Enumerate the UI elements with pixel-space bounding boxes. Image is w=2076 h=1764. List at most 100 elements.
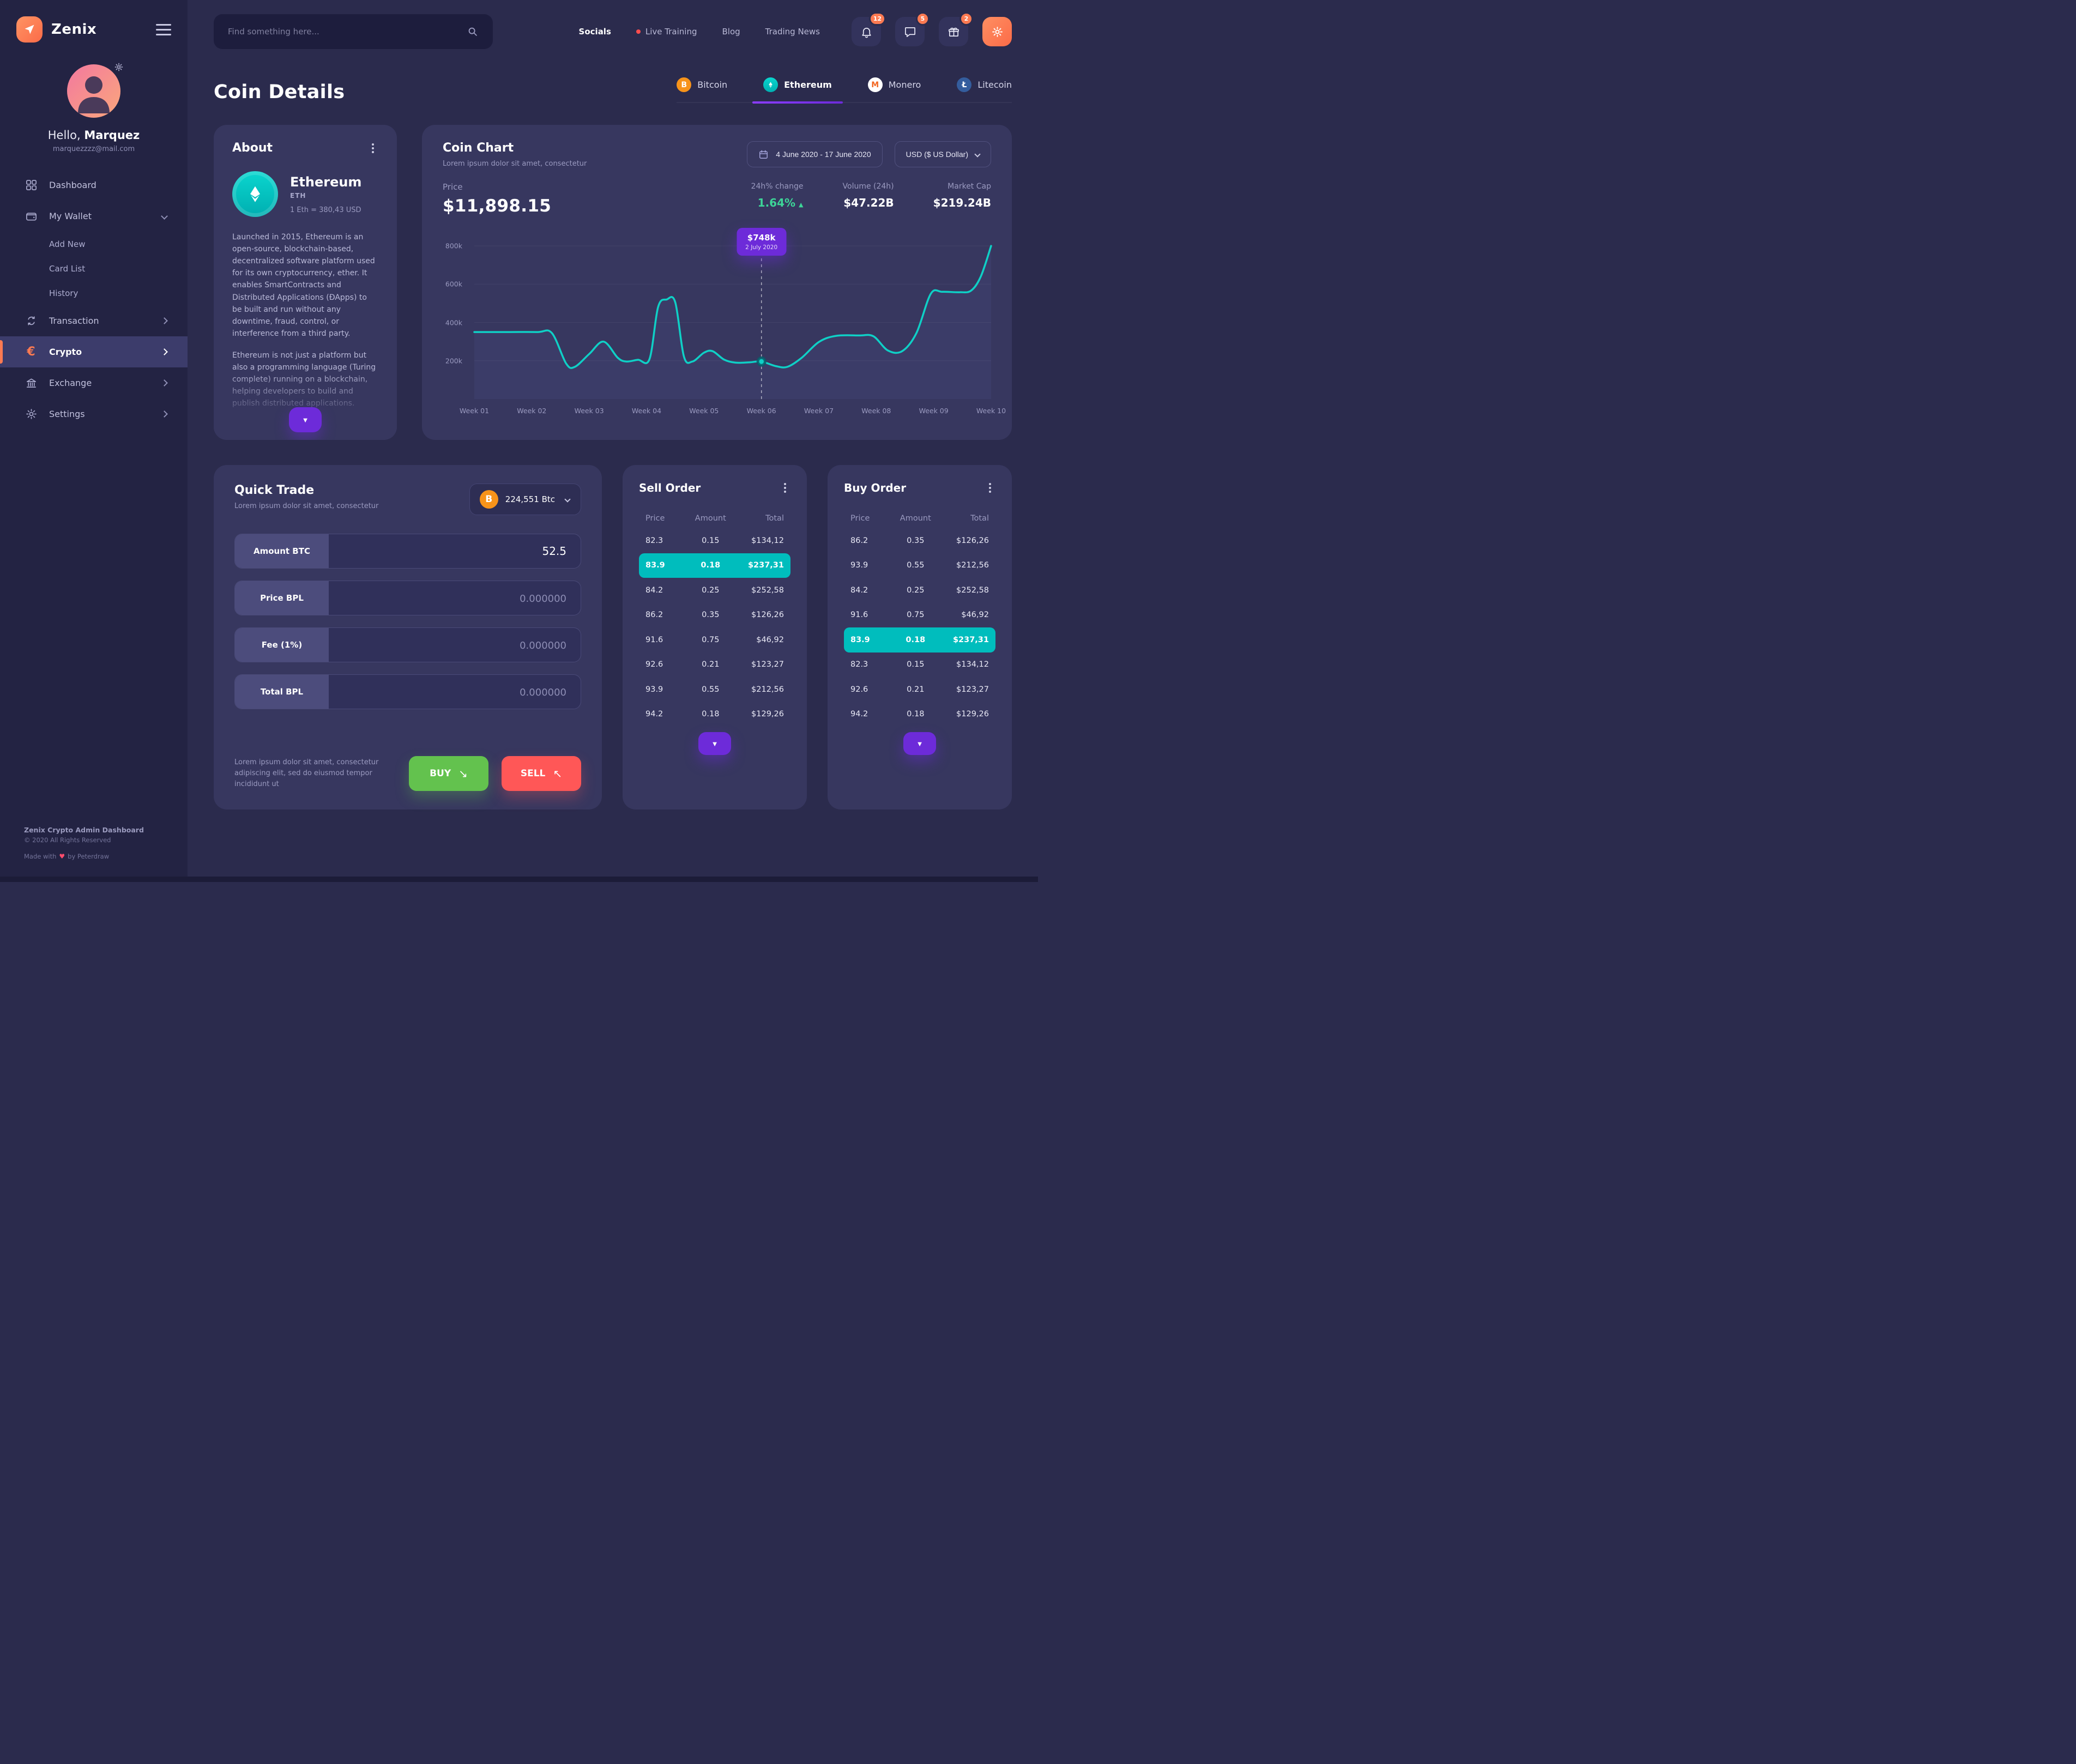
- search-icon[interactable]: [467, 26, 479, 38]
- order-row[interactable]: 82.3 0.15 $134,12: [844, 653, 995, 678]
- gear-icon: [992, 26, 1003, 37]
- order-row[interactable]: 93.9 0.55 $212,56: [639, 677, 790, 702]
- sidebar-item-settings[interactable]: Settings: [0, 398, 188, 430]
- nav-link-blog[interactable]: Blog: [722, 27, 740, 37]
- order-row[interactable]: 91.6 0.75 $46,92: [844, 603, 995, 628]
- nav-link-live-training[interactable]: Live Training: [636, 27, 697, 37]
- order-cell-price: 84.2: [645, 585, 663, 595]
- profile-settings-gear-icon[interactable]: [114, 62, 124, 74]
- order-cell-amount: 0.15: [702, 536, 720, 545]
- notifications-button[interactable]: 12: [852, 12, 886, 46]
- sidebar-subitem-add-new[interactable]: Add New: [49, 239, 86, 249]
- line-chart-svg: [474, 234, 991, 399]
- order-row[interactable]: 84.2 0.25 $252,58: [844, 578, 995, 603]
- order-cell-total: $134,12: [956, 660, 989, 669]
- currency-select[interactable]: USD ($ US Dollar): [894, 141, 991, 167]
- price-input[interactable]: [329, 581, 581, 615]
- nav-link-socials[interactable]: Socials: [578, 27, 611, 37]
- chevron-down-icon: ▼: [711, 739, 719, 748]
- live-dot-icon: [636, 29, 641, 34]
- coin-chart-card: Coin Chart Lorem ipsum dolor sit amet, c…: [422, 125, 1012, 440]
- order-cell-total: $126,26: [751, 611, 784, 620]
- sell-order-expand-button[interactable]: ▼: [698, 732, 731, 755]
- order-row[interactable]: 84.2 0.25 $252,58: [639, 578, 790, 603]
- y-axis-label: 800k: [445, 241, 462, 250]
- order-row[interactable]: 94.2 0.18 $129,26: [639, 702, 790, 727]
- buy-order-card: Buy Order Price Amount Total 86.2 0.35 $126,…: [828, 465, 1012, 809]
- order-row[interactable]: 86.2 0.35 $126,26: [639, 603, 790, 628]
- amount-input[interactable]: [329, 534, 581, 568]
- buy-order-kebab-icon[interactable]: [985, 482, 995, 493]
- avatar[interactable]: [67, 64, 120, 118]
- zenix-logo-icon[interactable]: [16, 16, 43, 43]
- rewards-button[interactable]: 2: [939, 12, 973, 46]
- about-description: Launched in 2015, Ethereum is an open-so…: [232, 233, 376, 408]
- sell-order-kebab-icon[interactable]: [780, 482, 790, 493]
- order-cell-amount: 0.35: [702, 611, 720, 620]
- expand-about-button[interactable]: ▼: [289, 407, 322, 432]
- page-title: Coin Details: [214, 81, 345, 103]
- person-silhouette-icon: [78, 76, 110, 113]
- tab-bitcoin[interactable]: B Bitcoin: [677, 77, 727, 102]
- tab-monero[interactable]: M Monero: [867, 77, 921, 102]
- chevron-right-icon: [161, 410, 168, 418]
- coin-rate: 1 Eth = 380,43 USD: [290, 206, 361, 214]
- tab-ethereum[interactable]: Ethereum: [752, 77, 843, 104]
- coin-pair-select[interactable]: B 224,551 Btc: [469, 484, 581, 515]
- x-axis-label: Week 09: [919, 407, 949, 415]
- x-axis-label: Week 07: [804, 407, 834, 415]
- x-axis-label: Week 06: [746, 407, 776, 415]
- search-input[interactable]: [228, 27, 467, 37]
- main-content: Socials Live Training Blog Trading News …: [188, 0, 1038, 882]
- sell-button[interactable]: SELL ↖: [502, 756, 581, 791]
- order-cell-amount: 0.75: [702, 635, 720, 644]
- order-row[interactable]: 83.9 0.18 $237,31: [844, 627, 995, 653]
- order-column-header: Price: [850, 514, 870, 523]
- buy-order-expand-button[interactable]: ▼: [903, 732, 936, 755]
- order-row[interactable]: 82.3 0.15 $134,12: [639, 528, 790, 553]
- hamburger-menu-icon[interactable]: [156, 23, 171, 35]
- order-cell-amount: 0.35: [907, 536, 925, 545]
- order-cell-total: $46,92: [756, 635, 784, 644]
- total-input[interactable]: [329, 675, 581, 709]
- message-badge: 5: [916, 12, 930, 26]
- buy-button[interactable]: BUY ↘: [409, 756, 488, 791]
- order-row[interactable]: 86.2 0.35 $126,26: [844, 528, 995, 553]
- chevron-down-icon: ▼: [916, 739, 924, 748]
- sidebar-item-crypto[interactable]: € Crypto: [0, 336, 188, 367]
- sidebar-item-dashboard[interactable]: Dashboard: [0, 170, 188, 201]
- sidebar-item-my-wallet[interactable]: My Wallet: [0, 201, 188, 232]
- order-row[interactable]: 91.6 0.75 $46,92: [639, 627, 790, 653]
- sidebar: Zenix Hello, Marquez marquezzzz@mail.com: [0, 0, 188, 882]
- notification-badge: 12: [868, 12, 886, 26]
- order-cell-price: 92.6: [850, 685, 868, 694]
- sidebar-item-exchange[interactable]: Exchange: [0, 367, 188, 398]
- order-row[interactable]: 94.2 0.18 $129,26: [844, 702, 995, 727]
- sidebar-item-transaction[interactable]: Transaction: [0, 305, 188, 336]
- order-row[interactable]: 93.9 0.55 $212,56: [844, 553, 995, 578]
- order-cell-total: $252,58: [751, 585, 784, 595]
- order-row[interactable]: 92.6 0.21 $123,27: [844, 677, 995, 702]
- triangle-up-icon: ▲: [799, 201, 804, 208]
- about-menu-kebab-icon[interactable]: [367, 143, 378, 154]
- tab-litecoin[interactable]: Ł Litecoin: [957, 77, 1012, 102]
- stat-volume: Volume (24h) $47.22B: [842, 182, 894, 209]
- field-label: Price BPL: [235, 581, 329, 615]
- sidebar-subitem-card-list[interactable]: Card List: [49, 263, 86, 274]
- order-cell-price: 86.2: [645, 611, 663, 620]
- date-range-picker[interactable]: 4 June 2020 - 17 June 2020: [747, 141, 883, 167]
- x-axis-label: Week 10: [976, 407, 1006, 415]
- sidebar-subitem-history[interactable]: History: [49, 288, 79, 298]
- chevron-down-icon: ▼: [301, 415, 309, 424]
- y-axis-label: 600k: [445, 280, 462, 288]
- fee-input[interactable]: [329, 628, 581, 662]
- profile-block: Hello, Marquez marquezzzz@mail.com: [0, 62, 188, 153]
- nav-link-trading-news[interactable]: Trading News: [765, 27, 820, 37]
- settings-button[interactable]: [982, 17, 1012, 46]
- order-row[interactable]: 83.9 0.18 $237,31: [639, 553, 790, 578]
- x-axis-label: Week 02: [517, 407, 547, 415]
- order-row[interactable]: 92.6 0.21 $123,27: [639, 653, 790, 678]
- messages-button[interactable]: 5: [895, 12, 930, 46]
- y-axis: 800k 600k 400k 200k: [443, 234, 467, 399]
- order-cell-price: 83.9: [850, 635, 870, 644]
